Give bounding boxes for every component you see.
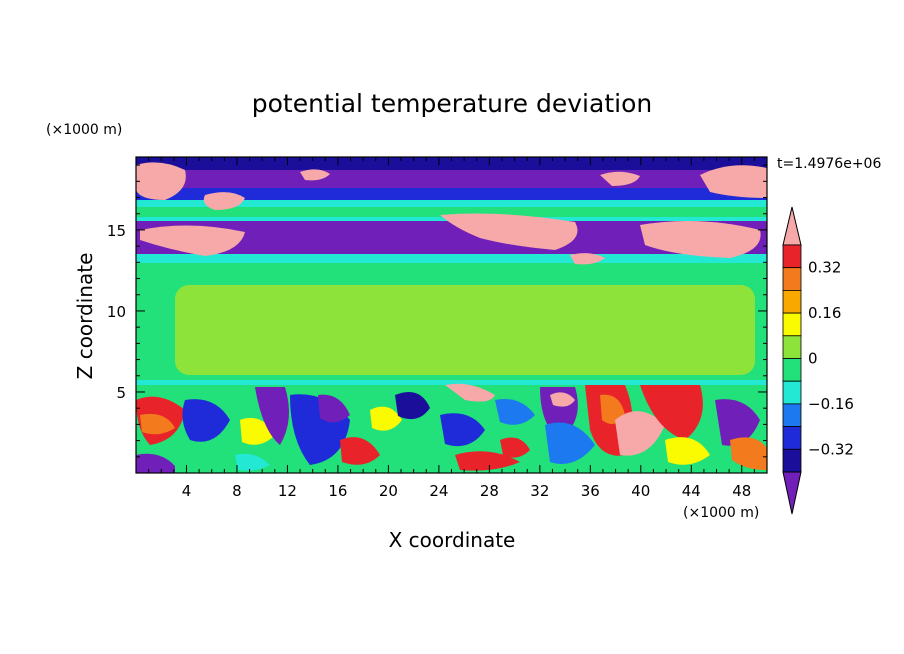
x-tick-label: 40 xyxy=(631,482,650,500)
colorbar-swatch xyxy=(782,267,802,291)
pink-blob xyxy=(203,192,245,210)
pink-blob xyxy=(445,383,495,402)
colorbar-label: 0 xyxy=(808,350,818,368)
time-label: t=1.4976e+06 xyxy=(777,156,881,172)
band-low-cyan xyxy=(136,380,767,386)
eddy xyxy=(665,437,710,465)
band-upper-purple xyxy=(136,170,767,188)
eddy xyxy=(182,399,230,442)
colorbar-label: −0.16 xyxy=(808,395,854,413)
x-tick-label: 36 xyxy=(581,482,600,500)
eddy xyxy=(370,406,402,431)
eddy xyxy=(715,399,760,446)
colorbar-label: 0.32 xyxy=(808,259,841,277)
eddy xyxy=(500,437,530,458)
colorbar-bottom-triangle xyxy=(782,471,802,515)
colorbar-swatch xyxy=(782,380,802,405)
pink-blob xyxy=(300,169,330,181)
pink-blob xyxy=(640,221,761,258)
x-tick-label: 44 xyxy=(682,482,701,500)
chart-title: potential temperature deviation xyxy=(252,89,652,118)
x-tick-label: 12 xyxy=(278,482,297,500)
colorbar: 0.32 0.16 0 −0.16 −0.32 xyxy=(782,206,854,515)
y-tick-label: 15 xyxy=(107,222,126,240)
eddy xyxy=(255,387,289,445)
colorbar-swatch xyxy=(782,448,802,473)
band-upper-green xyxy=(136,207,767,217)
pink-blob xyxy=(440,213,578,250)
x-tick-label: 8 xyxy=(232,482,242,500)
x-tick-label: 32 xyxy=(530,482,549,500)
eddy xyxy=(140,413,175,435)
eddy xyxy=(730,437,767,470)
z-axis-unit: (×1000 m) xyxy=(46,122,122,138)
eddy xyxy=(440,413,485,447)
colorbar-swatch xyxy=(782,289,802,314)
eddy xyxy=(340,437,380,465)
x-tick-label: 28 xyxy=(480,482,499,500)
band-upper-blue xyxy=(136,188,767,200)
x-axis-unit: (×1000 m) xyxy=(683,505,759,521)
y-axis-label: Z coordinate xyxy=(73,253,97,380)
eddy xyxy=(395,391,430,420)
x-tick-label: 20 xyxy=(379,482,398,500)
band-mid-yellowgreen xyxy=(175,285,755,375)
y-axis-ticks: 5 10 15 xyxy=(107,164,767,458)
eddy xyxy=(318,394,350,423)
x-tick-label: 16 xyxy=(328,482,347,500)
pink-blob xyxy=(570,253,605,265)
colorbar-swatch xyxy=(782,426,802,450)
eddy xyxy=(640,385,703,440)
pink-blob xyxy=(600,171,640,186)
colorbar-swatch xyxy=(782,403,802,427)
pink-blob xyxy=(140,225,245,256)
colorbar-swatch xyxy=(782,244,802,269)
eddy xyxy=(136,453,175,473)
colorbar-top-triangle xyxy=(782,206,802,246)
plot-area xyxy=(136,157,767,473)
colorbar-swatch xyxy=(782,335,802,359)
eddy xyxy=(600,394,625,424)
eddy xyxy=(235,453,270,471)
band-upper-cyan xyxy=(136,200,767,208)
eddy xyxy=(550,392,575,407)
x-axis-ticks: 4 8 12 16 20 24 28 32 36 40 44 48 xyxy=(148,157,755,500)
pink-blob xyxy=(136,162,186,200)
x-tick-label: 24 xyxy=(429,482,448,500)
eddy xyxy=(455,451,520,471)
colorbar-swatch xyxy=(782,358,802,382)
y-tick-label: 10 xyxy=(107,303,126,321)
y-tick-label: 5 xyxy=(116,384,126,402)
colorbar-label: −0.32 xyxy=(808,440,854,458)
eddy xyxy=(615,411,665,456)
x-tick-label: 4 xyxy=(182,482,192,500)
x-tick-label: 48 xyxy=(732,482,751,500)
band-mid-cyan xyxy=(136,254,767,264)
colorbar-label: 0.16 xyxy=(808,304,841,322)
pink-blob xyxy=(700,165,767,198)
eddy xyxy=(495,399,535,425)
x-axis-label: X coordinate xyxy=(389,528,516,552)
eddy xyxy=(545,422,595,464)
colorbar-swatch xyxy=(782,312,802,337)
